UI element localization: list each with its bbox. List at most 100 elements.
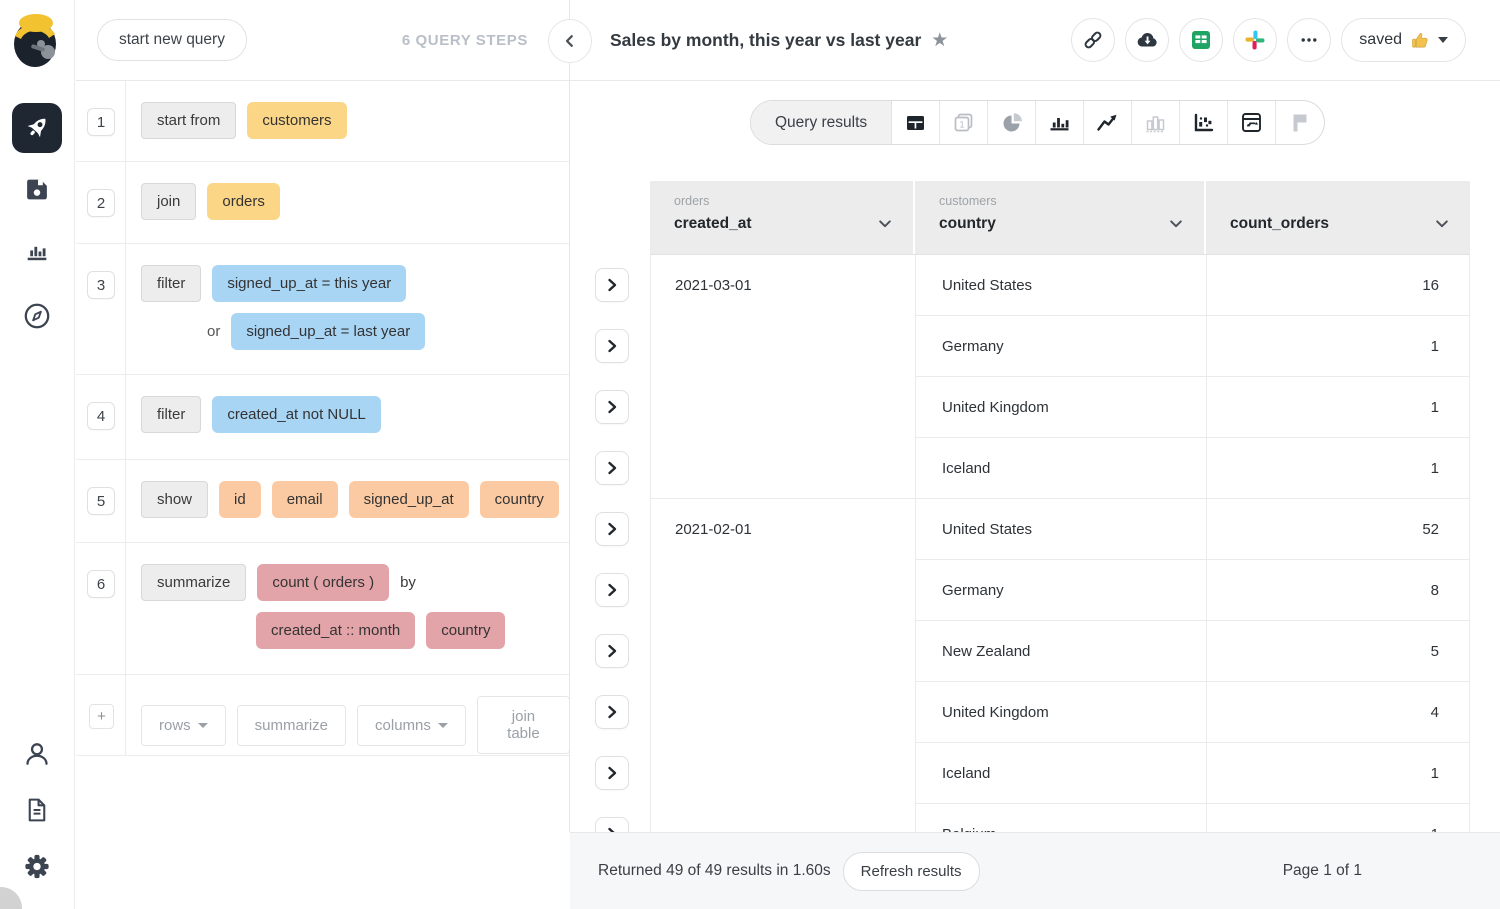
metric-chip-count-orders[interactable]: count ( orders ) <box>257 564 390 601</box>
collapse-panel-button[interactable] <box>548 19 592 63</box>
cell-count-orders: 16 <box>1206 255 1470 316</box>
column-chip-country[interactable]: country <box>479 481 559 518</box>
cell-country: United States <box>915 255 1206 316</box>
add-join-table-button[interactable]: join table <box>476 696 570 754</box>
step-action-start-from[interactable]: start from <box>141 102 237 139</box>
user-icon <box>26 743 48 765</box>
filter-chip-last-year[interactable]: signed_up_at = last year <box>231 313 426 350</box>
add-rows-button[interactable]: rows <box>141 704 226 746</box>
row-expander-button[interactable] <box>595 390 629 424</box>
viz-histogram-button[interactable] <box>1132 101 1181 144</box>
nav-settings[interactable] <box>23 852 52 881</box>
nav-explore[interactable] <box>23 302 51 330</box>
row-expander-button[interactable] <box>595 634 629 668</box>
cell-country: Iceland <box>915 743 1206 804</box>
chevron-down-icon <box>1170 220 1182 228</box>
refresh-results-button[interactable]: Refresh results <box>842 851 980 891</box>
favorite-star-icon[interactable]: ★ <box>931 29 949 51</box>
step-action-join[interactable]: join <box>141 183 197 220</box>
table-row: United Kingdom 4 <box>650 682 1470 743</box>
filter-chip-not-null[interactable]: created_at not NULL <box>212 396 381 433</box>
row-expander-button[interactable] <box>595 573 629 607</box>
saved-status-button[interactable]: saved <box>1341 18 1466 62</box>
row-expander-button[interactable] <box>595 756 629 790</box>
nav-account[interactable] <box>23 740 51 768</box>
column-chip-signed-up-at[interactable]: signed_up_at <box>348 481 469 518</box>
row-expander-button[interactable] <box>595 695 629 729</box>
nav-saved-queries[interactable] <box>24 176 51 203</box>
export-sheets-button[interactable] <box>1179 18 1224 62</box>
query-steps-count-label: 6 QUERY STEPS <box>401 31 528 49</box>
share-link-button[interactable] <box>1071 18 1116 62</box>
nav-queries-rocket-active[interactable] <box>12 103 62 153</box>
results-table: orders created_at customers country <box>650 181 1470 832</box>
metric-chip-created-at-month[interactable]: created_at :: month <box>256 612 416 649</box>
chevron-right-icon <box>608 400 617 414</box>
column-group-label: orders <box>674 194 710 208</box>
header-actions: saved <box>1071 18 1466 62</box>
row-expander-button[interactable] <box>595 817 629 832</box>
cell-country: Germany <box>915 316 1206 377</box>
slack-icon <box>1245 30 1265 50</box>
column-header-count-orders[interactable]: count_orders <box>1206 181 1470 254</box>
start-new-query-button[interactable]: start new query <box>97 19 247 61</box>
add-join-table-label: join table <box>507 708 540 742</box>
viz-number-button[interactable]: 1 <box>940 101 989 144</box>
chevron-left-icon <box>565 35 573 47</box>
query-panel-header: start new query 6 QUERY STEPS <box>76 0 570 81</box>
table-chip-customers[interactable]: customers <box>247 102 347 139</box>
step-action-filter[interactable]: filter <box>141 396 202 433</box>
chevron-right-icon <box>608 827 615 832</box>
row-expander-button[interactable] <box>595 268 629 302</box>
download-button[interactable] <box>1125 18 1170 62</box>
step-action-summarize[interactable]: summarize <box>141 564 247 601</box>
table-row: United Kingdom 1 <box>650 377 1470 438</box>
column-chip-email[interactable]: email <box>271 481 338 518</box>
slack-share-button[interactable] <box>1233 18 1278 62</box>
table-row: Belgium 1 <box>650 804 1470 832</box>
column-header-country[interactable]: customers country <box>915 181 1206 254</box>
mole-logo-icon <box>14 14 56 67</box>
column-chip-id[interactable]: id <box>219 481 261 518</box>
pagination-label: Page 1 of 1 <box>1282 862 1362 879</box>
step-action-show[interactable]: show <box>141 481 209 518</box>
viz-scatter-button[interactable] <box>1180 101 1229 144</box>
nav-docs[interactable] <box>24 796 51 824</box>
sidebar-rail <box>0 0 75 909</box>
viz-flag-button[interactable] <box>1276 101 1324 144</box>
viz-toolbar: Query results 1 <box>750 100 1326 145</box>
table-chip-orders[interactable]: orders <box>207 183 280 220</box>
row-expander-button[interactable] <box>595 512 629 546</box>
cell-count-orders: 1 <box>1206 316 1470 377</box>
table-row: Germany 8 <box>650 560 1470 621</box>
add-summarize-button[interactable]: summarize <box>236 704 347 746</box>
save-icon <box>27 179 47 200</box>
nav-charts[interactable] <box>23 238 51 266</box>
viz-pivot-button[interactable] <box>1228 101 1277 144</box>
viz-pie-button[interactable] <box>988 101 1037 144</box>
cell-country: Germany <box>915 560 1206 621</box>
viz-bar-button[interactable] <box>1036 101 1085 144</box>
filter-chip-this-year[interactable]: signed_up_at = this year <box>212 265 407 302</box>
metric-chip-country[interactable]: country <box>426 612 506 649</box>
cell-created-at <box>650 316 915 377</box>
viz-line-button[interactable] <box>1084 101 1133 144</box>
row-expander-button[interactable] <box>595 451 629 485</box>
add-columns-button[interactable]: columns <box>357 704 466 746</box>
row-expander-button[interactable] <box>595 329 629 363</box>
cell-count-orders: 1 <box>1206 438 1470 499</box>
cell-created-at <box>650 682 915 743</box>
step-action-filter[interactable]: filter <box>141 265 202 302</box>
more-options-button[interactable] <box>1287 18 1332 62</box>
column-header-created-at[interactable]: orders created_at <box>650 181 915 254</box>
add-step-button[interactable]: + <box>89 704 114 729</box>
svg-text:1: 1 <box>959 119 964 130</box>
cloud-download-icon <box>1137 32 1157 47</box>
histogram-icon <box>1146 115 1165 132</box>
ellipsis-icon <box>1301 38 1317 42</box>
cell-created-at <box>650 621 915 682</box>
tab-query-results[interactable]: Query results <box>751 101 893 144</box>
panel-divider <box>569 0 570 832</box>
viz-table-button[interactable] <box>892 101 941 144</box>
